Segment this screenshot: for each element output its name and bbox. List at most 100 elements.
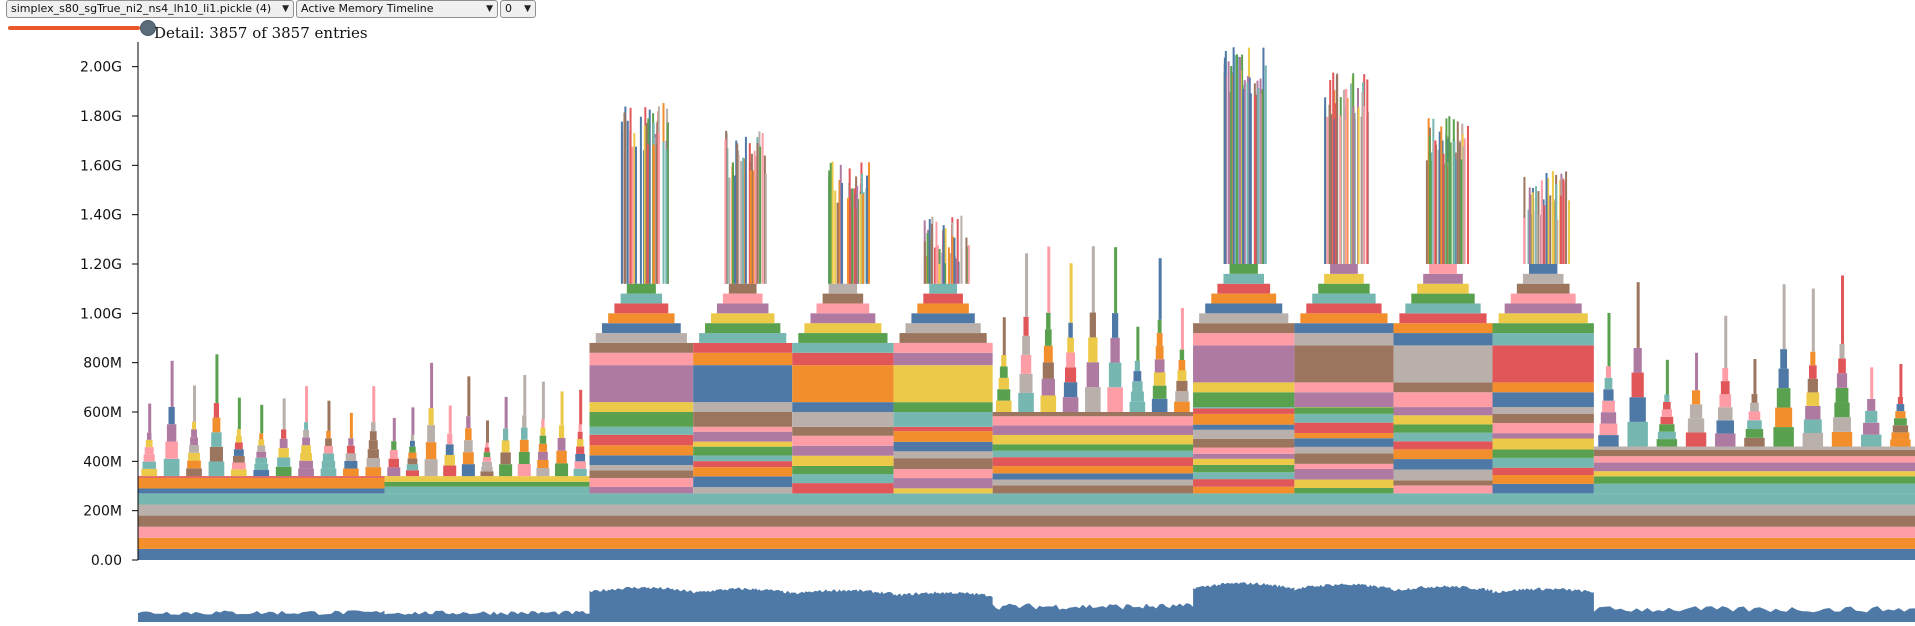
- memory-block[interactable]: [189, 445, 199, 453]
- memory-block[interactable]: [693, 365, 793, 403]
- memory-spike[interactable]: [829, 163, 832, 284]
- memory-spike[interactable]: [1753, 359, 1757, 395]
- memory-block[interactable]: [1294, 333, 1394, 346]
- memory-block[interactable]: [1132, 381, 1143, 392]
- memory-block[interactable]: [893, 469, 993, 479]
- memory-block[interactable]: [693, 412, 793, 427]
- memory-block[interactable]: [326, 430, 331, 439]
- memory-block[interactable]: [792, 352, 894, 366]
- memory-block[interactable]: [1660, 416, 1674, 425]
- memory-spike[interactable]: [634, 146, 637, 284]
- memory-block[interactable]: [388, 458, 400, 468]
- memory-spike[interactable]: [732, 162, 735, 284]
- memory-block[interactable]: [1722, 368, 1729, 382]
- memory-block[interactable]: [1306, 303, 1382, 314]
- memory-block[interactable]: [992, 416, 1194, 426]
- memory-block[interactable]: [409, 446, 416, 453]
- memory-block[interactable]: [893, 342, 993, 353]
- memory-block[interactable]: [1492, 423, 1594, 434]
- memory-spike[interactable]: [866, 175, 869, 284]
- memory-block[interactable]: [601, 323, 681, 334]
- memory-block[interactable]: [1155, 346, 1164, 360]
- memory-spike[interactable]: [1549, 195, 1552, 264]
- memory-block[interactable]: [810, 313, 876, 324]
- memory-block[interactable]: [923, 293, 963, 304]
- memory-block[interactable]: [792, 426, 894, 436]
- memory-block[interactable]: [1780, 349, 1788, 369]
- memory-block[interactable]: [138, 476, 385, 478]
- memory-spike[interactable]: [1463, 138, 1466, 264]
- memory-spike[interactable]: [1047, 246, 1051, 313]
- memory-block[interactable]: [595, 333, 687, 343]
- memory-block[interactable]: [693, 431, 793, 442]
- memory-spike[interactable]: [1002, 317, 1006, 356]
- memory-block[interactable]: [1593, 476, 1915, 484]
- memory-block[interactable]: [1044, 329, 1052, 346]
- memory-spike[interactable]: [665, 149, 668, 284]
- memory-block[interactable]: [992, 457, 1194, 467]
- memory-spike[interactable]: [944, 228, 947, 284]
- memory-block[interactable]: [1715, 433, 1736, 447]
- memory-block[interactable]: [165, 441, 178, 459]
- memory-block[interactable]: [166, 424, 177, 442]
- memory-block[interactable]: [443, 465, 457, 477]
- memory-block[interactable]: [1393, 424, 1493, 433]
- memory-block[interactable]: [574, 461, 586, 469]
- memory-block[interactable]: [1294, 323, 1394, 334]
- detail-slider-track[interactable]: [8, 26, 140, 30]
- memory-spike[interactable]: [1559, 195, 1562, 264]
- memory-block[interactable]: [1211, 293, 1277, 304]
- memory-block[interactable]: [792, 402, 894, 412]
- memory-spike[interactable]: [1180, 308, 1184, 350]
- memory-block[interactable]: [1747, 420, 1762, 430]
- memory-block[interactable]: [1330, 264, 1358, 274]
- view-mode-select[interactable]: Active Memory Timeline ▼: [296, 0, 498, 18]
- memory-spike[interactable]: [1328, 104, 1331, 265]
- memory-block[interactable]: [1193, 458, 1295, 465]
- memory-block[interactable]: [462, 452, 474, 465]
- memory-block[interactable]: [1020, 354, 1032, 374]
- memory-spike[interactable]: [1543, 205, 1546, 264]
- memory-block[interactable]: [693, 402, 793, 412]
- memory-block[interactable]: [693, 441, 793, 447]
- memory-spike[interactable]: [662, 141, 665, 284]
- memory-spike[interactable]: [1555, 215, 1558, 264]
- memory-block[interactable]: [804, 323, 882, 334]
- memory-spike[interactable]: [1460, 159, 1463, 264]
- memory-block[interactable]: [1018, 392, 1034, 412]
- memory-block[interactable]: [1593, 456, 1915, 463]
- memory-block[interactable]: [1107, 387, 1123, 412]
- memory-block[interactable]: [1492, 382, 1594, 393]
- memory-block[interactable]: [1593, 471, 1915, 477]
- memory-block[interactable]: [1089, 312, 1096, 338]
- memory-block[interactable]: [209, 446, 223, 462]
- memory-spike[interactable]: [1556, 219, 1559, 264]
- memory-block[interactable]: [589, 412, 694, 427]
- memory-block[interactable]: [537, 459, 549, 469]
- memory-block[interactable]: [576, 439, 584, 447]
- memory-block[interactable]: [1063, 382, 1078, 398]
- memory-spike[interactable]: [943, 263, 946, 284]
- memory-spike[interactable]: [1607, 312, 1611, 367]
- memory-block[interactable]: [391, 441, 397, 450]
- memory-block[interactable]: [1627, 421, 1648, 447]
- memory-block[interactable]: [1068, 322, 1073, 338]
- memory-spike[interactable]: [1568, 200, 1571, 264]
- memory-block[interactable]: [275, 466, 292, 477]
- memory-spike[interactable]: [851, 188, 854, 284]
- memory-spike[interactable]: [1811, 288, 1815, 352]
- detail-slider-handle[interactable]: [140, 20, 156, 36]
- memory-block[interactable]: [1193, 453, 1295, 459]
- memory-block[interactable]: [405, 470, 419, 477]
- memory-block[interactable]: [539, 435, 547, 444]
- memory-spike[interactable]: [1324, 97, 1327, 265]
- memory-spike[interactable]: [467, 376, 471, 417]
- memory-block[interactable]: [1043, 345, 1053, 363]
- memory-block[interactable]: [1318, 283, 1370, 294]
- memory-block[interactable]: [1134, 360, 1140, 372]
- memory-spike[interactable]: [750, 153, 753, 284]
- memory-spike[interactable]: [1330, 114, 1333, 264]
- memory-spike[interactable]: [1724, 315, 1728, 369]
- memory-spike[interactable]: [1456, 121, 1459, 264]
- memory-block[interactable]: [1193, 333, 1295, 346]
